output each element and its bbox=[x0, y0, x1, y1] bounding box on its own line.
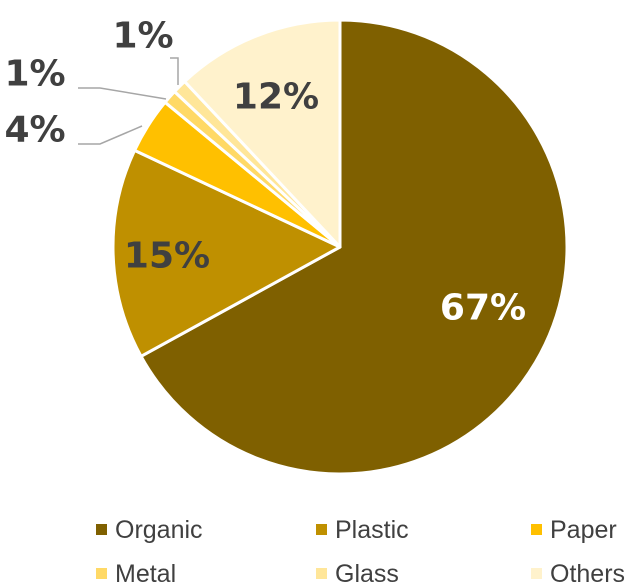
legend-item-metal: Metal bbox=[96, 560, 176, 587]
data-label-others: 12% bbox=[233, 77, 319, 118]
data-label-glass: 1% bbox=[112, 16, 173, 57]
legend-swatch-metal bbox=[96, 568, 107, 579]
data-label-plastic: 15% bbox=[124, 236, 210, 277]
legend-swatch-others bbox=[531, 568, 542, 579]
legend-item-paper: Paper bbox=[531, 516, 617, 544]
legend-swatch-plastic bbox=[316, 524, 327, 535]
legend-label-glass: Glass bbox=[335, 560, 399, 587]
legend-label-others: Others bbox=[550, 560, 625, 587]
legend-label-plastic: Plastic bbox=[335, 516, 409, 544]
legend-label-paper: Paper bbox=[550, 516, 617, 544]
pie-slice-organic bbox=[139, 18, 569, 476]
data-label-paper: 4% bbox=[4, 110, 65, 151]
pie-slice-others bbox=[183, 18, 342, 249]
data-label-metal: 1% bbox=[4, 54, 65, 95]
legend-item-organic: Organic bbox=[96, 516, 203, 544]
legend-label-metal: Metal bbox=[115, 560, 176, 587]
pie-slices bbox=[111, 18, 569, 476]
legend-item-glass: Glass bbox=[316, 560, 399, 587]
leader-lines bbox=[78, 57, 179, 145]
legend-swatch-glass bbox=[316, 568, 327, 579]
legend-item-others: Others bbox=[531, 560, 625, 587]
data-labels: 67% 15% 4% 1% 1% 12% bbox=[4, 16, 526, 329]
legend-label-organic: Organic bbox=[115, 516, 203, 544]
leader-line-glass bbox=[170, 57, 179, 85]
leader-line-paper bbox=[78, 125, 143, 145]
data-label-organic: 67% bbox=[440, 288, 526, 329]
pie-slice-plastic bbox=[111, 148, 342, 358]
legend-item-plastic: Plastic bbox=[316, 516, 409, 544]
leader-line-metal bbox=[78, 87, 167, 100]
legend: Organic Plastic Paper Metal Glass Others bbox=[96, 516, 625, 587]
legend-swatch-paper bbox=[531, 524, 542, 535]
legend-swatch-organic bbox=[96, 524, 107, 535]
